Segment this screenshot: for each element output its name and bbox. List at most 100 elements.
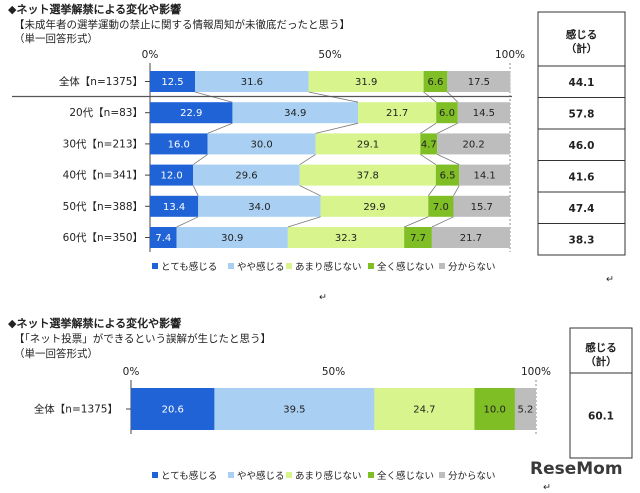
chart1-legend-swatch [368, 263, 374, 269]
chart1-bar-segment [150, 195, 199, 217]
chart1-legend-label: 分からない [448, 262, 496, 273]
chart1-connector-line [315, 122, 359, 134]
chart1-category-label: 30代【n=213】 [63, 138, 143, 150]
chart1-legend-swatch [152, 263, 158, 269]
chart1-subtitle: 【未成年者の選挙運動の禁止に関する情報周知が未徹底だったと思う】 [14, 18, 350, 31]
chart1-data-label: 29.9 [363, 202, 385, 213]
chart2-data-label: 10.0 [484, 405, 506, 416]
chart1-data-label: 22.9 [180, 108, 202, 119]
chart1-connector-line [453, 185, 460, 196]
chart1-bar-segment [176, 227, 288, 248]
chart1-bar-segment [457, 102, 510, 124]
chart1-data-label: 31.9 [355, 77, 377, 88]
chart2-note: （単一回答形式） [14, 347, 98, 360]
chart1-legend-swatch [439, 263, 445, 269]
chart1-data-label: 13.4 [163, 202, 185, 213]
chart1-connector-line [420, 154, 437, 165]
chart1-connector-line [207, 122, 233, 134]
chart1-summary-value: 44.1 [569, 77, 595, 89]
chart2-legend-label: あまり感じない [295, 470, 362, 482]
chart1-bar-segment [193, 164, 300, 186]
chart1-legend-label: とても感じる [161, 261, 217, 273]
chart1-data-label: 37.8 [357, 171, 379, 182]
chart1-bar-segment [299, 164, 436, 186]
chart1-title: ◆ネット選挙解禁による変化や影響 [8, 2, 181, 16]
chart1-data-label: 6.5 [440, 171, 456, 182]
chart1-connector-line [420, 122, 437, 134]
chart2-legend-swatch [286, 472, 292, 478]
chart1-data-label: 30.0 [250, 139, 272, 150]
chart1-connector-line [431, 216, 454, 228]
chart2-summary-value: 60.1 [588, 411, 614, 423]
chart2-summary-header: 感じる [585, 341, 617, 354]
chart1-data-label: 4.7 [421, 139, 437, 150]
chart1-data-label: 7.4 [155, 233, 171, 244]
return-mark: ↵ [319, 292, 327, 303]
chart1-axis-tick-label: 0% [142, 49, 159, 61]
chart1-bar-segment [358, 102, 437, 124]
chart1-bar-segment [453, 195, 510, 217]
chart1-bar-segment [459, 164, 510, 186]
chart1-connector-line [176, 216, 199, 228]
chart1-bar-segment [320, 195, 429, 217]
chart1-summary-box [537, 11, 626, 256]
return-mark: ↵ [543, 482, 551, 493]
chart1-data-label: 6.0 [439, 108, 455, 119]
chart1-bar-segment [150, 227, 177, 248]
chart2-title: ◆ネット選挙解禁による変化や影響 [8, 316, 181, 330]
chart1-bar-segment [150, 71, 195, 92]
chart1-data-label: 30.9 [221, 233, 243, 244]
chart2-category-label: 全体【n=1375】 [34, 403, 118, 416]
chart1-data-label: 17.5 [468, 77, 490, 88]
chart1-connector-line [299, 154, 316, 165]
chart1-connector-line [287, 216, 321, 228]
chart2-bar-segment [514, 388, 536, 430]
chart2-data-label: 20.6 [162, 405, 184, 416]
chart1-bar-segment [431, 227, 510, 248]
chart1-bar-segment [195, 71, 309, 92]
chart1-category-label: 50代【n=388】 [63, 201, 143, 213]
chart1-bar-segment [447, 71, 511, 92]
chart2-data-label: 39.5 [283, 405, 305, 416]
chart2-legend-label: やや感じる [237, 470, 285, 482]
chart1-bar-segment [150, 102, 233, 124]
chart1-data-label: 29.1 [357, 139, 379, 150]
chart1-data-label: 29.6 [235, 171, 257, 182]
chart1-bar-segment [150, 133, 208, 155]
chart1-connector-line [192, 154, 208, 165]
chart1-bar-segment [308, 71, 424, 92]
chart1-bar-segment [423, 71, 448, 92]
chart2-legend-swatch [368, 472, 374, 478]
chart1-data-label: 14.1 [473, 171, 495, 182]
chart2-bar-segment [474, 388, 515, 430]
chart1-legend-label: やや感じる [237, 261, 285, 273]
chart1-note: （単一回答形式） [14, 32, 98, 45]
chart1-connector-line [404, 216, 429, 228]
chart1-summary-value: 38.3 [569, 234, 595, 246]
chart1-data-label: 12.0 [160, 171, 182, 182]
chart1-data-label: 15.7 [471, 202, 493, 213]
chart1-data-label: 32.3 [335, 233, 357, 244]
chart1-bar-segment [232, 102, 359, 124]
chart1-legend-swatch [286, 263, 292, 269]
chart1-bar-segment [404, 227, 432, 248]
chart1-category-label: 60代【n=350】 [63, 232, 143, 244]
chart1-category-label: 40代【n=341】 [63, 170, 143, 182]
chart1-data-label: 14.5 [473, 108, 495, 119]
site-logo: ReseMom [530, 459, 623, 479]
chart1-data-label: 31.6 [241, 77, 263, 88]
chart2-data-label: 24.7 [413, 405, 435, 416]
chart1-legend-label: 全く感じない [377, 261, 434, 273]
chart1-summary-value: 57.8 [569, 108, 595, 120]
chart1-data-label: 7.7 [410, 233, 426, 244]
chart2-subtitle: 【「ネット投票」ができるという誤解が生じたと思う】 [14, 332, 271, 345]
chart1-legend-label: あまり感じない [295, 261, 362, 273]
chart1-category-label: 20代【n=83】 [69, 107, 143, 119]
chart1-data-label: 6.6 [428, 77, 444, 88]
chart2-data-label: 5.2 [518, 405, 534, 416]
chart1-connector-line [192, 185, 199, 196]
chart2-legend-swatch [152, 472, 158, 478]
chart2-legend-label: 分からない [448, 471, 496, 482]
chart1-data-label: 16.0 [168, 139, 190, 150]
